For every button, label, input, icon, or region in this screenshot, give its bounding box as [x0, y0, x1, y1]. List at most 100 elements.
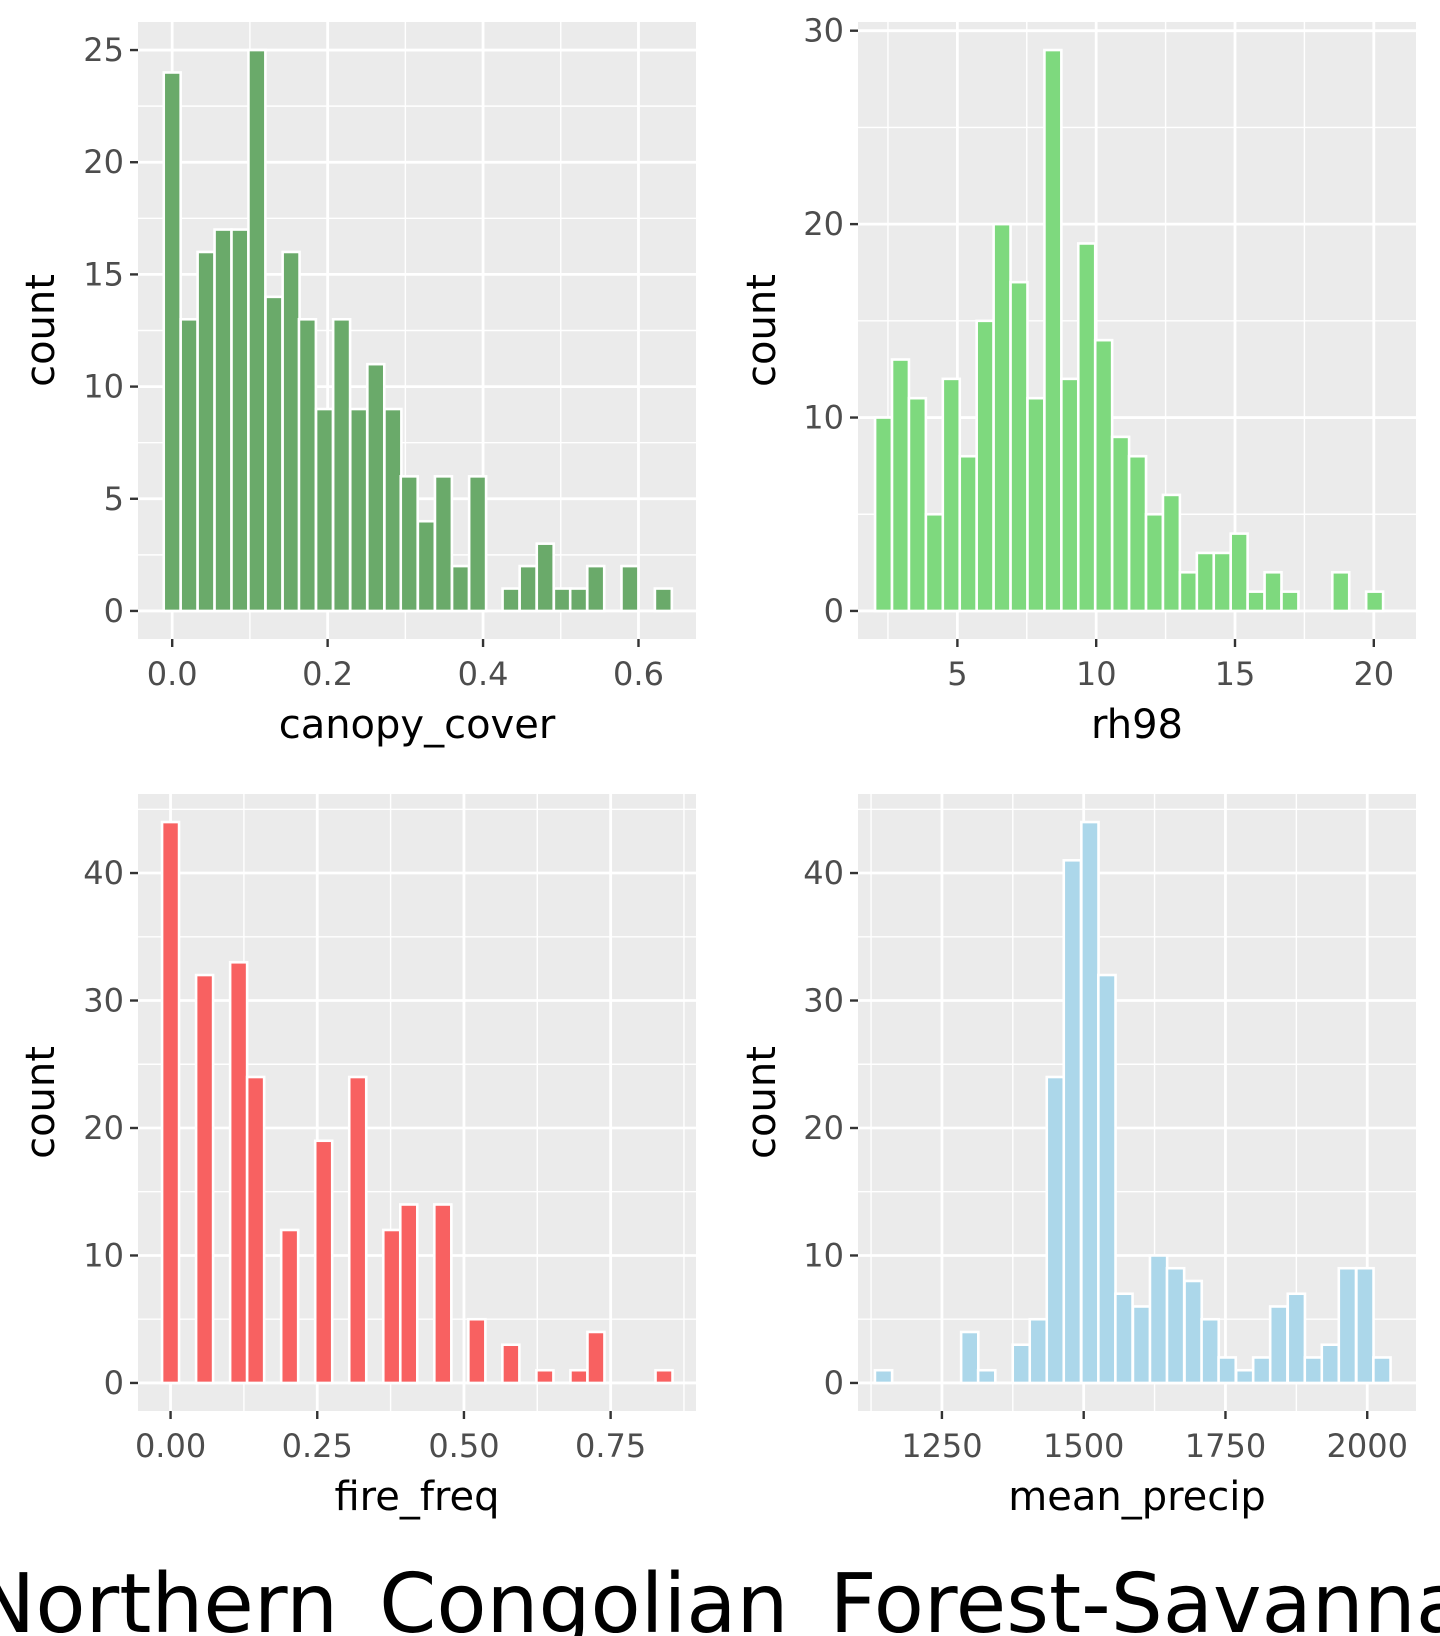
histogram-bar — [1080, 820, 1100, 1385]
panel-mean_precip: 1250 1500 1750 2000 0 10 20 30 40 mean_precip coun… — [739, 794, 1416, 1520]
x-tick-label: 20 — [1353, 655, 1394, 693]
histogram-bar — [975, 319, 995, 613]
histogram-bar — [620, 564, 640, 613]
x-tick-label: 0.75 — [575, 1427, 646, 1465]
histogram-bar — [1303, 1356, 1324, 1385]
x-tick-label: 1750 — [1185, 1427, 1266, 1465]
histogram-bar — [1195, 551, 1216, 613]
y-tick-label: 10 — [803, 399, 844, 437]
histogram-bar — [501, 587, 521, 613]
histogram-bar — [331, 317, 352, 613]
x-tick-label: 10 — [1076, 655, 1117, 693]
histogram-bar — [958, 454, 978, 613]
histogram-bar — [1268, 1305, 1289, 1385]
histogram-bar — [1076, 242, 1097, 613]
histogram-bar — [1234, 1368, 1255, 1385]
histogram-bar — [1045, 1075, 1066, 1385]
histogram-bar — [1028, 1317, 1049, 1385]
x-tick-label: 2000 — [1327, 1427, 1408, 1465]
histogram-bar — [1337, 1266, 1358, 1385]
histogram-bar — [264, 295, 284, 613]
histogram-bar — [585, 564, 606, 613]
panel-fire_freq: 0.00 0.25 0.50 0.75 0 10 20 30 40 fire_freq count — [18, 794, 696, 1520]
x-tick-label: 15 — [1215, 655, 1256, 693]
figure-title: Northern_Congolian_Forest-Savanna — [0, 1557, 1440, 1636]
histogram-bar — [1280, 590, 1300, 613]
y-tick-label: 0 — [824, 1364, 844, 1402]
x-tick-label: 0.00 — [135, 1427, 206, 1465]
histogram-bar — [1286, 1292, 1307, 1385]
histogram-bar — [467, 1317, 487, 1385]
y-tick-label: 20 — [83, 143, 124, 181]
y-tick-label: 0 — [104, 1364, 124, 1402]
histogram-bar — [230, 228, 250, 613]
histogram-bar — [535, 542, 556, 613]
y-axis-title: count — [739, 274, 785, 387]
histogram-bar — [518, 564, 538, 613]
histogram-bar — [381, 1228, 402, 1385]
histogram-bar — [450, 564, 471, 613]
x-axis-title: canopy_cover — [279, 702, 556, 748]
histogram-bar — [314, 407, 335, 613]
histogram-bar — [366, 362, 386, 613]
histogram-bar — [1246, 590, 1266, 613]
histogram-bar — [347, 1075, 368, 1385]
histogram-bar — [433, 475, 454, 613]
histogram-bar — [1165, 1266, 1186, 1385]
histogram-bar — [907, 396, 928, 613]
histogram-bar — [1060, 377, 1080, 613]
histogram-bar — [416, 519, 437, 613]
histogram-bar — [941, 377, 962, 613]
histogram-bar — [297, 317, 318, 613]
histogram-bar — [654, 1368, 674, 1385]
y-tick-label: 5 — [104, 480, 124, 518]
histogram-bar — [1355, 1266, 1375, 1385]
y-tick-label: 40 — [803, 854, 844, 892]
y-tick-label: 25 — [83, 31, 124, 69]
histogram-bar — [586, 1330, 606, 1385]
y-tick-label: 30 — [803, 982, 844, 1020]
y-tick-label: 30 — [83, 982, 124, 1020]
x-tick-label: 1500 — [1043, 1427, 1124, 1465]
histogram-bar — [467, 475, 488, 613]
histogram-bar — [1263, 570, 1283, 613]
x-tick-label: 1250 — [901, 1427, 982, 1465]
histogram-bar — [873, 1368, 894, 1385]
histogram-bar — [1026, 396, 1046, 613]
y-tick-label: 0 — [824, 592, 844, 630]
histogram-bar — [399, 475, 419, 613]
panel-canopy_cover: 0.0 0.2 0.4 0.6 0 5 10 15 20 25 canopy_cover count — [18, 22, 696, 748]
histogram-bar — [1364, 590, 1385, 613]
histogram-bar — [1097, 973, 1117, 1385]
histogram-bar — [1217, 1356, 1238, 1385]
histogram-bar — [653, 587, 674, 613]
histogram-bar — [1011, 1343, 1032, 1385]
histogram-bar — [247, 48, 267, 613]
histogram-bar — [890, 358, 911, 613]
histogram-bar — [281, 250, 301, 613]
y-tick-label: 10 — [83, 368, 124, 406]
x-axis-title: mean_precip — [1008, 1474, 1266, 1520]
histogram-bar — [924, 512, 945, 613]
histogram-bar — [279, 1228, 300, 1385]
histogram-bar — [1212, 551, 1232, 613]
histogram-bar — [976, 1368, 997, 1385]
panel-rh98: 5 10 15 20 0 10 20 30 rh98 count — [739, 12, 1416, 748]
x-tick-label: 0.0 — [147, 655, 198, 693]
x-tick-label: 0.25 — [282, 1427, 353, 1465]
histogram-bar — [1114, 1292, 1134, 1385]
histogram-bar — [1062, 858, 1083, 1385]
y-axis-title: count — [739, 1046, 785, 1159]
histogram-bar — [1251, 1356, 1272, 1385]
histogram-bar — [568, 587, 589, 613]
histogram-bar — [160, 820, 181, 1385]
histogram-bar — [992, 222, 1012, 613]
x-tick-label: 5 — [947, 655, 967, 693]
x-tick-label: 0.50 — [428, 1427, 499, 1465]
histogram-bar — [1161, 493, 1182, 613]
y-tick-label: 10 — [803, 1236, 844, 1274]
y-tick-label: 30 — [803, 12, 844, 50]
histogram-bar — [1372, 1356, 1392, 1385]
x-axis-title: rh98 — [1091, 702, 1183, 748]
histogram-bar — [245, 1075, 266, 1385]
